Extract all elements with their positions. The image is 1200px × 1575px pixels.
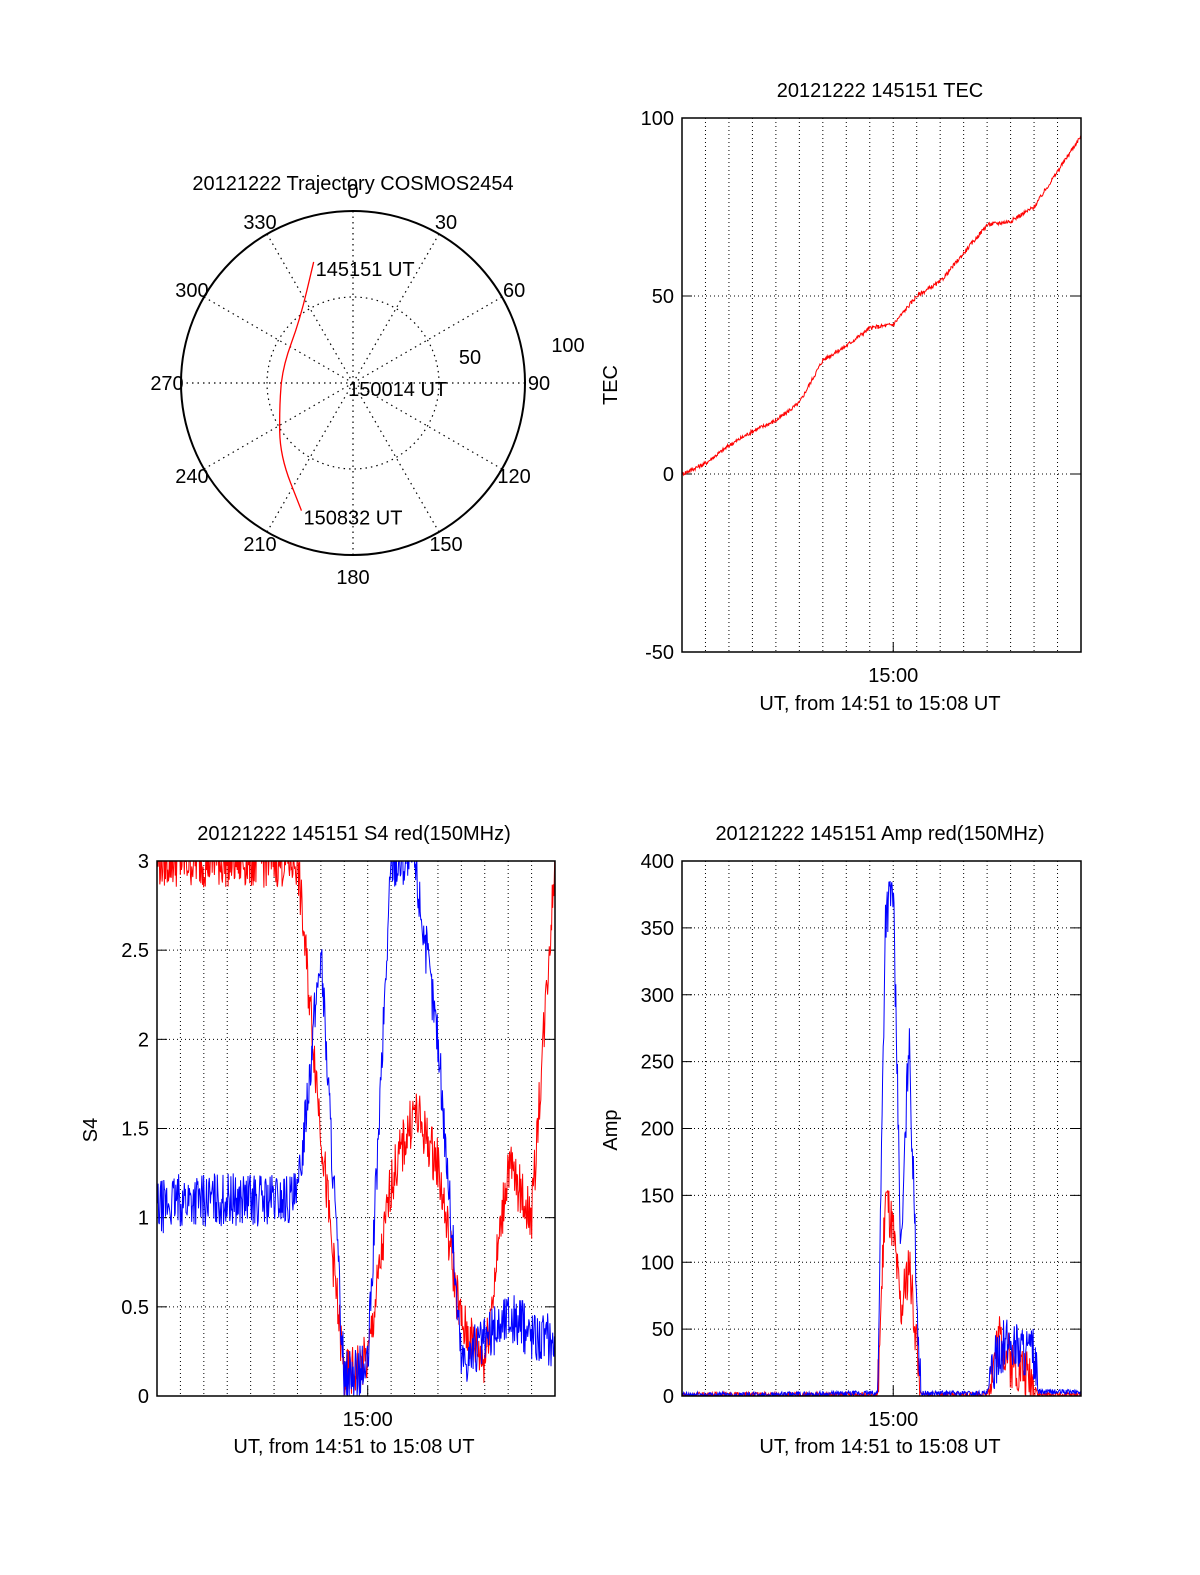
polar-azimuth-label: 330 [243,212,276,234]
polar-azimuth-label: 240 [175,466,208,488]
polar-grid [180,210,526,556]
tec-series-line [682,135,1081,477]
polar-spoke [266,382,354,533]
polar-azimuth-label: 300 [175,280,208,302]
amp-xtick-label: 15:00 [868,1409,918,1431]
polar-trajectory-line [279,261,315,511]
polar-azimuth-label: 150 [429,534,462,556]
tec-ytick-label: 50 [652,286,674,308]
s4-panel: 20121222 145151 S4 red(150MHz) S4 UT, fr… [80,823,556,1458]
polar-spoke [352,296,503,384]
amp-ytick-label: 100 [641,1252,674,1274]
polar-azimuth-label: 210 [243,534,276,556]
s4-ytick-label: 2 [138,1029,149,1051]
tec-title: 20121222 145151 TEC [777,80,983,102]
amp-ytick-label: 400 [641,851,674,873]
polar-trajectory [279,261,315,511]
tec-ytick-label: -50 [645,642,674,664]
polar-azimuth-label: 30 [435,212,457,234]
polar-inner-circle [266,296,440,470]
amp-title: 20121222 145151 Amp red(150MHz) [715,823,1044,845]
tec-ytick-label: 100 [641,108,674,130]
s4-ytick-label: 1 [138,1208,149,1230]
polar-time-annotation: 150832 UT [303,508,402,530]
amp-panel: 20121222 145151 Amp red(150MHz) Amp UT, … [600,823,1082,1458]
polar-labels: 0 30 60 90 120 150 180 210 240 270 300 330 50 100 1451… [150,181,584,589]
s4-ytick-label: 3 [138,851,149,873]
s4-title: 20121222 145151 S4 red(150MHz) [197,823,511,845]
polar-radial-label: 50 [459,347,481,369]
amp-ytick-label: 0 [663,1386,674,1408]
tec-xtick-label: 15:00 [868,665,918,687]
amp-plot-frame [681,860,1082,1397]
tec-xlabel: UT, from 14:51 to 15:08 UT [759,693,1000,715]
polar-spoke [203,382,354,470]
amp-xlabel: UT, from 14:51 to 15:08 UT [759,1436,1000,1458]
polar-azimuth-label: 270 [150,373,183,395]
polar-time-annotation: 145151 UT [316,259,415,281]
polar-azimuth-label: 120 [497,466,530,488]
s4-ytick-label: 0.5 [121,1297,149,1319]
amp-ytick-label: 50 [652,1319,674,1341]
tec-plot-frame [681,117,1082,653]
polar-azimuth-label: 180 [336,567,369,589]
tec-ylabel: TEC [600,365,622,405]
s4-series-line [157,861,555,1396]
polar-radial-label: 100 [551,335,584,357]
s4-ylabel: S4 [80,1118,102,1142]
polar-spoke [352,382,503,470]
polar-azimuth-label: 60 [503,280,525,302]
s4-xlabel: UT, from 14:51 to 15:08 UT [233,1436,474,1458]
s4-xtick-label: 15:00 [343,1409,393,1431]
polar-azimuth-label: 90 [528,373,550,395]
polar-spoke [203,296,354,384]
polar-spoke [352,382,440,533]
polar-spoke [266,233,354,384]
polar-spoke [352,233,440,384]
amp-ytick-label: 150 [641,1185,674,1207]
s4-ytick-label: 1.5 [121,1119,149,1141]
polar-azimuth-label: 0 [347,181,358,203]
polar-time-annotation: 150014 UT [348,379,447,401]
polar-title: 20121222 Trajectory COSMOS2454 [192,173,513,195]
s4-ytick-label: 0 [138,1386,149,1408]
amp-ytick-label: 300 [641,985,674,1007]
amp-ytick-label: 200 [641,1119,674,1141]
tec-ytick-label: 0 [663,464,674,486]
polar-trajectory-panel: 20121222 Trajectory COSMOS2454 0 30 60 90 12… [150,173,584,589]
s4-plot-frame [156,860,556,1397]
amp-ylabel: Amp [600,1109,622,1150]
amp-ytick-label: 350 [641,918,674,940]
s4-ytick-label: 2.5 [121,940,149,962]
amp-ytick-label: 250 [641,1052,674,1074]
tec-panel: 20121222 145151 TEC TEC UT, from 14:51 t… [600,80,1082,715]
